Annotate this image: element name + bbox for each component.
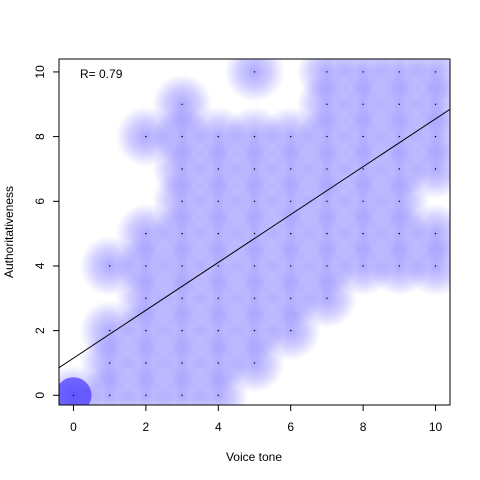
- x-tick-label: 8: [360, 420, 367, 434]
- y-tick-label: 4: [33, 262, 47, 269]
- data-point: [254, 71, 255, 72]
- data-point: [362, 71, 363, 72]
- data-point: [145, 362, 146, 363]
- data-point: [181, 265, 182, 266]
- data-point: [290, 298, 291, 299]
- data-point: [435, 233, 436, 234]
- data-point: [181, 330, 182, 331]
- data-point: [254, 136, 255, 137]
- data-point: [435, 71, 436, 72]
- data-point: [326, 201, 327, 202]
- data-point: [290, 330, 291, 331]
- data-point: [218, 265, 219, 266]
- data-point: [254, 362, 255, 363]
- data-point: [218, 168, 219, 169]
- data-point: [290, 201, 291, 202]
- data-point: [145, 298, 146, 299]
- data-point: [326, 168, 327, 169]
- data-point: [218, 395, 219, 396]
- data-point: [218, 330, 219, 331]
- data-point: [181, 201, 182, 202]
- data-point: [326, 104, 327, 105]
- data-point: [145, 136, 146, 137]
- data-point: [218, 298, 219, 299]
- data-point: [218, 201, 219, 202]
- data-point: [399, 71, 400, 72]
- data-point: [254, 265, 255, 266]
- data-point: [181, 104, 182, 105]
- data-point: [326, 136, 327, 137]
- data-point: [326, 298, 327, 299]
- y-tick-label: 2: [33, 327, 47, 334]
- data-point: [145, 233, 146, 234]
- data-point: [181, 233, 182, 234]
- data-point: [290, 168, 291, 169]
- data-point: [109, 265, 110, 266]
- data-point: [109, 395, 110, 396]
- data-point: [218, 136, 219, 137]
- data-point: [362, 168, 363, 169]
- data-point: [181, 362, 182, 363]
- data-point: [326, 265, 327, 266]
- data-point: [326, 233, 327, 234]
- data-point: [435, 265, 436, 266]
- x-tick-label: 0: [70, 420, 77, 434]
- data-point: [254, 330, 255, 331]
- correlation-annotation: R= 0.79: [80, 67, 123, 81]
- data-point: [218, 362, 219, 363]
- data-point: [399, 168, 400, 169]
- data-point: [362, 265, 363, 266]
- data-point: [109, 362, 110, 363]
- y-tick-label: 10: [33, 65, 47, 79]
- y-tick-label: 8: [33, 133, 47, 140]
- data-point: [399, 104, 400, 105]
- data-point: [181, 395, 182, 396]
- x-tick-label: 4: [215, 420, 222, 434]
- y-axis-label: Authoritativeness: [2, 186, 16, 278]
- data-point: [290, 233, 291, 234]
- data-point: [290, 265, 291, 266]
- data-point: [145, 395, 146, 396]
- data-point: [181, 298, 182, 299]
- data-point: [399, 136, 400, 137]
- data-point: [218, 233, 219, 234]
- data-point: [362, 104, 363, 105]
- data-point: [399, 265, 400, 266]
- data-point: [109, 330, 110, 331]
- data-point: [399, 201, 400, 202]
- data-point: [181, 136, 182, 137]
- data-point: [399, 233, 400, 234]
- y-tick-label: 0: [33, 392, 47, 399]
- y-tick-label: 6: [33, 198, 47, 205]
- data-point: [362, 233, 363, 234]
- data-point: [73, 395, 74, 396]
- data-point: [181, 168, 182, 169]
- data-point: [435, 136, 436, 137]
- data-point: [145, 330, 146, 331]
- y-axis: 0 2 4 6 8 10: [33, 65, 59, 399]
- data-point: [362, 201, 363, 202]
- data-point: [254, 201, 255, 202]
- data-point: [326, 71, 327, 72]
- data-point: [254, 298, 255, 299]
- data-point: [435, 168, 436, 169]
- data-point: [145, 265, 146, 266]
- data-point: [254, 168, 255, 169]
- x-tick-label: 6: [287, 420, 294, 434]
- x-axis-label: Voice tone: [226, 450, 282, 464]
- data-point: [362, 136, 363, 137]
- data-point: [290, 136, 291, 137]
- x-axis: 0 2 4 6 8 10: [70, 405, 442, 434]
- x-tick-label: 2: [143, 420, 150, 434]
- data-point: [254, 233, 255, 234]
- data-point: [435, 104, 436, 105]
- x-tick-label: 10: [429, 420, 443, 434]
